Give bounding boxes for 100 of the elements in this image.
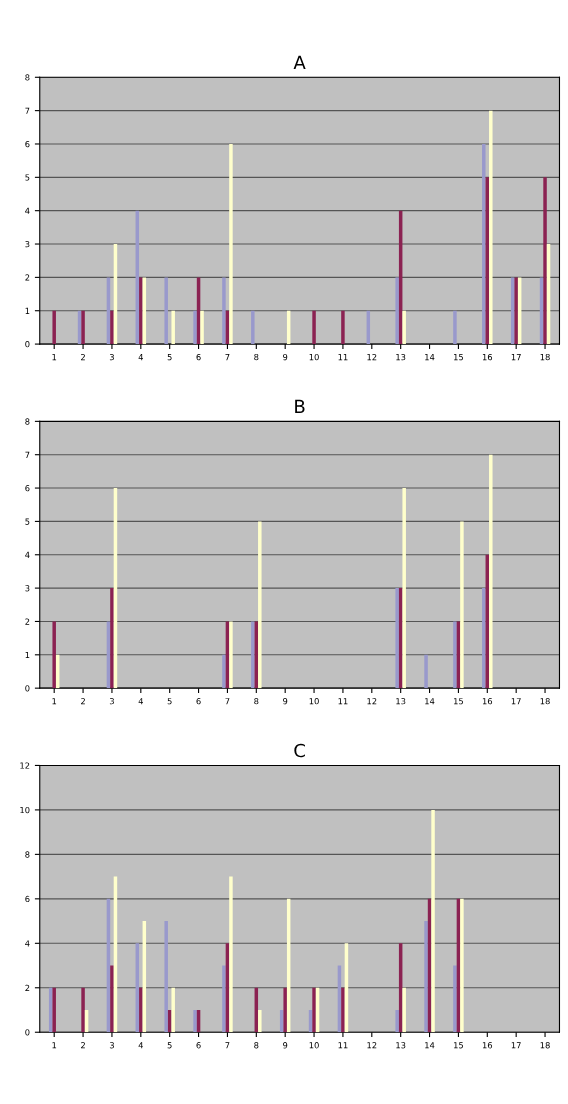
x-tick-label: 6	[196, 353, 201, 361]
x-tick-label: 4	[138, 1042, 143, 1049]
x-tick-label: 3	[109, 698, 114, 705]
x-tick-label: 13	[396, 353, 406, 361]
bar	[395, 1010, 399, 1033]
y-tick-label: 12	[20, 762, 30, 769]
bar	[52, 310, 56, 345]
bar	[395, 588, 399, 689]
y-tick-label: 1	[25, 307, 30, 314]
bar	[222, 277, 226, 345]
x-tick-label: 5	[167, 1042, 172, 1049]
x-tick-label: 2	[81, 698, 85, 705]
x-tick-label: 3	[109, 1042, 114, 1049]
bar	[402, 987, 406, 1033]
y-tick-label: 6	[25, 895, 30, 903]
x-tick-label: 12	[367, 1042, 377, 1049]
x-tick-label: 10	[309, 698, 319, 705]
y-tick-label: 8	[25, 74, 30, 81]
bar	[200, 310, 204, 345]
bar	[258, 521, 262, 689]
bar	[164, 277, 168, 345]
bar	[460, 521, 464, 689]
bar	[171, 310, 175, 345]
x-tick-label: 10	[309, 353, 319, 361]
y-tick-label: 3	[25, 241, 30, 248]
x-tick-label: 9	[283, 1042, 288, 1049]
y-tick-label: 2	[25, 984, 30, 991]
x-tick-label: 4	[138, 354, 143, 361]
bar	[312, 987, 316, 1033]
x-tick-label: 16	[482, 1042, 493, 1049]
x-tick-label: 2	[81, 1042, 85, 1049]
x-tick-label: 9	[283, 353, 288, 361]
bar	[139, 277, 143, 345]
x-tick-label: 12	[367, 698, 377, 705]
y-tick-label: 5	[25, 174, 30, 181]
bar	[110, 310, 114, 345]
bar	[110, 965, 114, 1033]
x-tick-label: 7	[225, 698, 230, 705]
x-tick-label: 16	[482, 698, 493, 705]
y-tick-label: 7	[25, 107, 30, 114]
bar	[52, 987, 56, 1033]
bar	[171, 987, 175, 1033]
y-tick-label: 4	[25, 940, 30, 947]
bar	[453, 965, 457, 1033]
bar	[424, 921, 428, 1033]
bar	[81, 310, 85, 345]
x-tick-label: 17	[511, 354, 521, 361]
bar	[431, 809, 435, 1033]
bar	[482, 588, 486, 689]
bar	[110, 588, 114, 689]
y-tick-label: 6	[25, 485, 30, 492]
x-tick-label: 11	[338, 698, 348, 705]
bar	[402, 310, 406, 345]
x-tick-label: 7	[225, 1042, 230, 1049]
x-tick-label: 5	[167, 354, 172, 361]
bar	[341, 310, 345, 345]
x-tick-label: 11	[338, 354, 348, 361]
bar	[229, 621, 233, 689]
x-tick-label: 12	[367, 353, 377, 361]
chart-title: B	[295, 399, 305, 414]
x-tick-label: 3	[109, 353, 114, 361]
y-tick-label: 2	[25, 618, 30, 625]
bar	[460, 898, 464, 1033]
bar	[402, 488, 406, 689]
y-tick-label: 5	[25, 518, 30, 525]
y-tick-label: 7	[25, 451, 30, 458]
bar	[139, 987, 143, 1033]
x-tick-label: 1	[52, 698, 57, 705]
x-tick-label: 1	[52, 1042, 57, 1049]
x-tick-label: 14	[425, 354, 435, 361]
bar	[251, 310, 255, 345]
bar	[453, 310, 457, 345]
y-tick-label: 10	[20, 806, 30, 814]
bar	[482, 143, 486, 345]
y-tick-label: 1	[25, 651, 30, 658]
bar	[52, 621, 56, 689]
x-tick-label: 6	[196, 698, 201, 705]
x-tick-label: 8	[254, 698, 259, 705]
x-tick-label: 9	[283, 698, 288, 705]
bar	[341, 987, 345, 1033]
x-tick-label: 8	[254, 353, 259, 361]
x-tick-label: 18	[540, 353, 550, 361]
bar	[283, 987, 287, 1033]
y-tick-label: 2	[25, 274, 30, 281]
bar	[193, 1010, 197, 1033]
bar	[424, 654, 428, 689]
x-tick-label: 14	[425, 698, 435, 705]
y-tick-label: 4	[25, 551, 30, 558]
y-tick-label: 3	[25, 585, 30, 592]
x-tick-label: 8	[254, 1042, 259, 1049]
bar	[489, 110, 493, 345]
y-tick-label: 8	[25, 418, 30, 425]
bar	[489, 454, 493, 689]
y-tick-label: 0	[25, 1029, 30, 1036]
x-tick-label: 6	[196, 1042, 201, 1049]
bar	[251, 621, 255, 689]
x-tick-label: 16	[482, 353, 493, 361]
x-tick-label: 7	[225, 354, 230, 361]
x-tick-label: 2	[81, 353, 85, 361]
bar	[514, 277, 518, 345]
